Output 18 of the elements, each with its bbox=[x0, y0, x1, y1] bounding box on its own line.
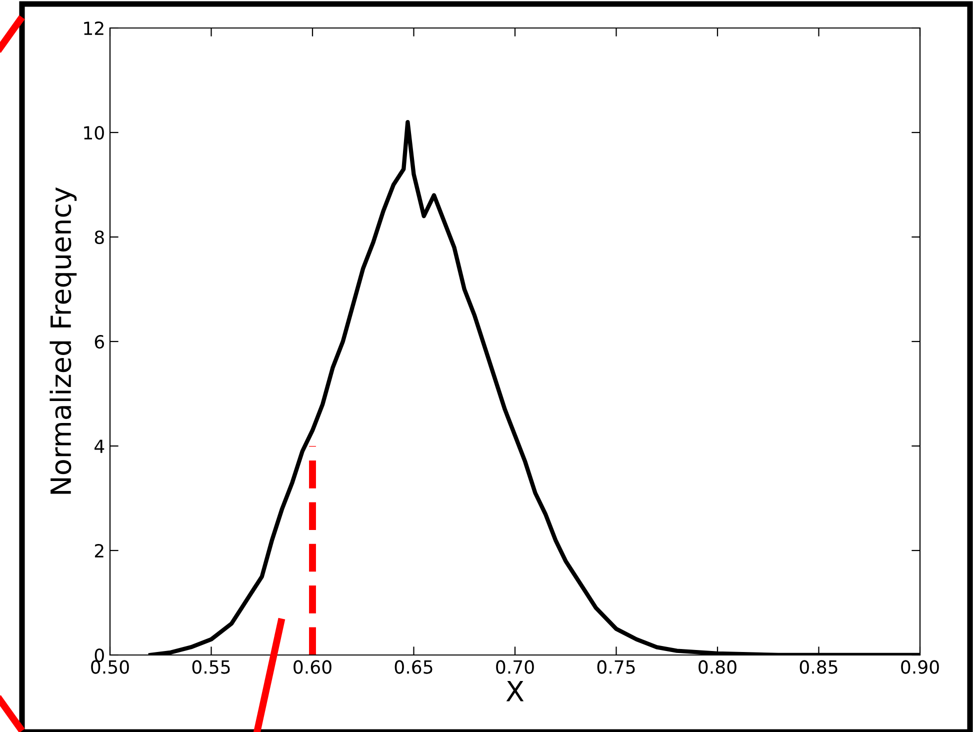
x-tick-label: 0.70 bbox=[496, 660, 534, 674]
y-axis-title: Normalized Frequency bbox=[50, 187, 77, 494]
y-tick-label: 10 bbox=[84, 126, 104, 140]
x-tick-label: 0.85 bbox=[800, 660, 838, 674]
x-tick-label: 0.65 bbox=[394, 660, 432, 674]
y-tick-label: 12 bbox=[84, 21, 104, 35]
x-tick-label: 0.60 bbox=[294, 660, 332, 674]
x-tick-label: 0.50 bbox=[91, 660, 129, 674]
y-tick-label: 2 bbox=[94, 544, 104, 558]
x-tick-label: 0.90 bbox=[901, 660, 939, 674]
y-tick-label: 6 bbox=[94, 334, 104, 349]
x-axis-title: X bbox=[506, 680, 524, 702]
x-tick-label: 0.75 bbox=[597, 660, 635, 674]
y-tick-label: 8 bbox=[94, 230, 104, 244]
y-tick-label: 0 bbox=[94, 648, 104, 662]
y-tick-label: 4 bbox=[94, 440, 104, 453]
x-tick-label: 0.80 bbox=[698, 660, 736, 674]
x-tick-label: 0.55 bbox=[192, 660, 230, 674]
